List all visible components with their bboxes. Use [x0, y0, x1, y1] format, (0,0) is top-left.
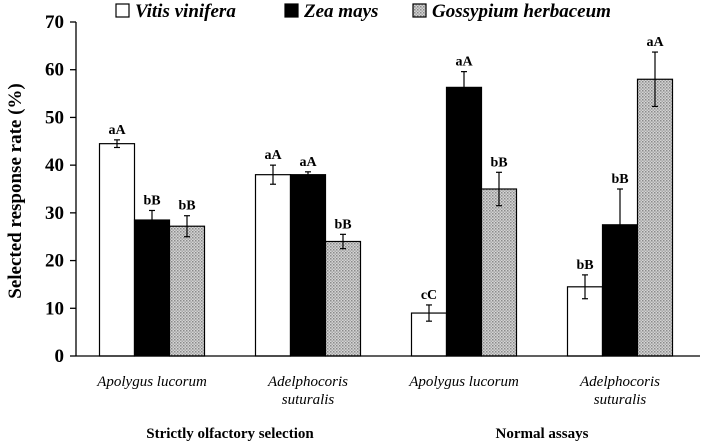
- bar: [254, 174, 292, 357]
- y-tick-label: 0: [55, 346, 65, 367]
- y-tick-label: 20: [45, 251, 64, 272]
- bar: [636, 78, 674, 357]
- x-axis: Apolygus lucorum Adelphocoris suturalis Apo…: [76, 355, 700, 442]
- significance-label: bB: [334, 217, 351, 232]
- bar: [324, 240, 362, 357]
- bar: [168, 225, 206, 357]
- significance-label: aA: [108, 123, 126, 138]
- significance-label: bB: [178, 199, 195, 214]
- group-label: Strictly olfactory selection: [146, 426, 314, 442]
- category-label: suturalis: [282, 392, 335, 408]
- legend: Vitis vinifera Zea mays Gossypium herbaceu…: [115, 1, 611, 22]
- significance-label: aA: [646, 35, 664, 50]
- bar: [289, 174, 327, 357]
- y-tick-label: 70: [45, 12, 64, 33]
- legend-swatch: [412, 3, 427, 18]
- significance-label: aA: [455, 55, 473, 70]
- category-label: Adelphocoris: [267, 374, 348, 390]
- legend-entry: Zea mays: [303, 1, 378, 22]
- significance-label: bB: [490, 155, 507, 170]
- significance-label: bB: [576, 258, 593, 273]
- significance-label: aA: [299, 155, 317, 170]
- category-label: Adelphocoris: [579, 374, 660, 390]
- y-axis: 0 10 20 30 40 50 60 70 Selected response rate (%…: [5, 12, 77, 367]
- bar: [445, 86, 483, 357]
- legend-swatch: [284, 3, 299, 18]
- y-tick-label: 60: [45, 60, 64, 81]
- y-tick-label: 50: [45, 107, 64, 128]
- legend-entry: Gossypium herbaceum: [432, 1, 611, 22]
- significance-label: cC: [421, 288, 437, 303]
- y-axis-label: Selected response rate (%): [5, 83, 26, 298]
- bars: aA bB bB aA aA bB cC aA bB bB bB aA: [98, 35, 674, 357]
- significance-label: bB: [611, 172, 628, 187]
- category-label: suturalis: [594, 392, 647, 408]
- significance-label: bB: [143, 193, 160, 208]
- y-tick-label: 40: [45, 155, 64, 176]
- y-tick-label: 10: [45, 298, 64, 319]
- y-tick-label: 30: [45, 203, 64, 224]
- legend-entry: Vitis vinifera: [135, 1, 236, 22]
- group-label: Normal assays: [496, 426, 589, 442]
- bar: [480, 188, 518, 357]
- significance-label: aA: [264, 148, 282, 163]
- bar: [133, 219, 171, 357]
- category-label: Apolygus lucorum: [96, 374, 207, 390]
- bar: [98, 143, 136, 357]
- category-label: Apolygus lucorum: [408, 374, 519, 390]
- legend-swatch: [115, 3, 130, 18]
